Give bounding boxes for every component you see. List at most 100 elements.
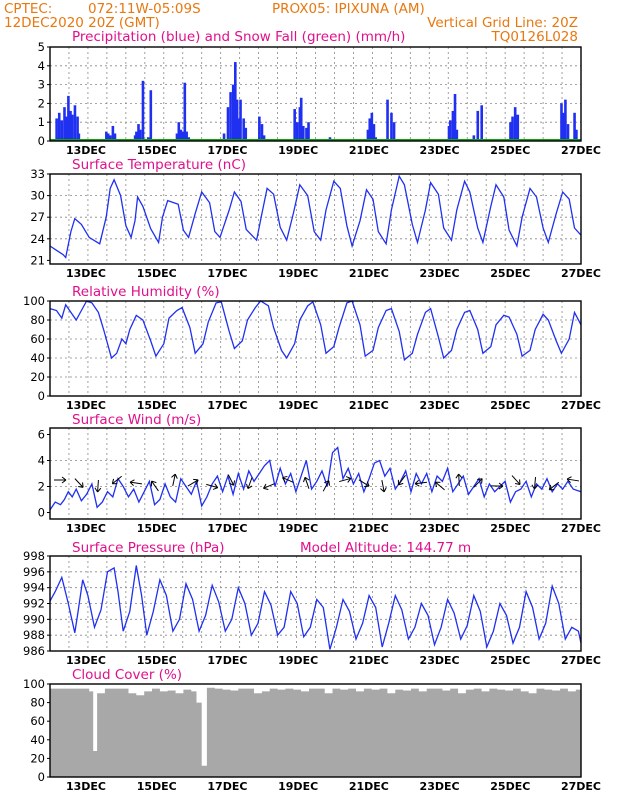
precip-bar <box>135 131 138 141</box>
humidity-ytick-label: 80 <box>30 313 45 327</box>
pressure-ytick-label: 998 <box>23 549 45 563</box>
pressure-xtick-label: 25DEC <box>490 654 530 667</box>
precip-bar <box>177 122 181 141</box>
temperature-xtick-label: 19DEC <box>278 267 318 280</box>
temperature-panel: 21 24 27 30 33 13DEC 15DEC 17DEC 19DEC 21DEC 23DEC… <box>30 167 601 280</box>
header-station: PROX05: IPIXUNA (AM) <box>272 1 425 17</box>
humidity-ytick-label: 0 <box>38 389 45 403</box>
precip-bar <box>105 131 108 141</box>
humidity-xtick-label: 27DEC <box>561 399 601 412</box>
precip-bar <box>307 122 310 141</box>
wind-xtick-label: 25DEC <box>490 522 530 535</box>
precip-bar <box>453 94 457 141</box>
wind-arrow-icon <box>566 476 580 483</box>
cloud-xtick-label: 19DEC <box>278 780 318 793</box>
precip-ytick-label: 1 <box>38 115 45 129</box>
wind-line <box>49 446 582 511</box>
humidity-panel-title: Relative Humidity (%) <box>72 284 220 300</box>
precip-bar <box>260 124 264 141</box>
wind-arrow-icon <box>339 476 352 483</box>
precip-frame <box>49 46 582 142</box>
wind-ytick-label: 4 <box>38 454 45 468</box>
precip-bar <box>235 99 239 141</box>
precip-xtick-label: 23DEC <box>420 144 460 157</box>
cloud-xtick-label: 23DEC <box>420 780 460 793</box>
cloud-xtick-label: 17DEC <box>207 780 247 793</box>
header-model-id: TQ0126L028 <box>490 29 578 45</box>
wind-arrow-icon <box>111 475 122 485</box>
wind-panel: 0 2 4 6 13DEC 15DEC 17DEC 19DEC 21DEC 23DEC 25DEC 2… <box>38 427 601 535</box>
wind-xtick-label: 27DEC <box>561 522 601 535</box>
wind-arrow-icon <box>303 476 310 489</box>
cloud-ytick-label: 0 <box>38 770 45 784</box>
wind-ytick-label: 0 <box>38 506 45 520</box>
temperature-xtick-label: 13DEC <box>66 267 106 280</box>
precip-bar <box>451 110 455 141</box>
precip-bar <box>231 84 235 141</box>
precip-bar <box>575 129 578 141</box>
humidity-xtick-label: 19DEC <box>278 399 318 412</box>
wind-arrow-icon <box>150 480 159 492</box>
wind-arrow-icon <box>282 475 294 483</box>
humidity-ytick-label: 60 <box>30 332 45 346</box>
pressure-line <box>49 565 582 650</box>
pressure-model-altitude: Model Altitude: 144.77 m <box>300 540 471 556</box>
precip-bar <box>258 116 261 141</box>
precip-bar <box>564 99 567 141</box>
precip-bar <box>239 99 242 141</box>
precip-bar <box>149 90 153 141</box>
wind-xtick-label: 13DEC <box>66 522 106 535</box>
pressure-xtick-label: 15DEC <box>137 654 177 667</box>
precip-panel-title: Precipitation (blue) and Snow Fall (gree… <box>72 29 405 45</box>
precip-bar <box>302 125 305 141</box>
precip-bar <box>55 118 58 141</box>
wind-arrow-icon <box>187 478 199 487</box>
wind-arrow-icon <box>490 482 504 490</box>
header: CPTEC: 072:11W-05:09S PROX05: IPIXUNA (A… <box>4 1 578 45</box>
wind-arrow-icon <box>511 475 521 485</box>
precip-bar <box>449 120 452 141</box>
precip-bar <box>562 112 565 141</box>
wind-arrow-icon <box>74 478 84 488</box>
wind-arrow-icon <box>227 474 236 486</box>
cloud-cover-area <box>50 687 581 777</box>
pressure-xtick-label: 13DEC <box>66 654 106 667</box>
precip-bar <box>511 116 514 141</box>
precip-bar <box>242 118 245 141</box>
precip-bar <box>244 127 248 141</box>
precip-bar <box>141 80 145 141</box>
precip-bar <box>370 112 374 141</box>
wind-xtick-label: 19DEC <box>278 522 318 535</box>
wind-arrow-icon <box>322 480 331 492</box>
precip-xtick-label: 13DEC <box>66 144 106 157</box>
cloud-xtick-label: 25DEC <box>490 780 530 793</box>
precip-bar <box>233 62 237 141</box>
precip-xtick-label: 21DEC <box>349 144 389 157</box>
humidity-xtick-label: 23DEC <box>420 399 460 412</box>
precip-bar <box>516 114 520 141</box>
precip-xtick-label: 19DEC <box>278 144 318 157</box>
wind-arrow-icon <box>434 481 445 491</box>
temperature-xtick-label: 25DEC <box>490 267 530 280</box>
precip-bar <box>229 92 232 141</box>
precip-bar <box>509 122 512 141</box>
precip-bar <box>390 112 393 141</box>
cloud-xtick-label: 21DEC <box>349 780 389 793</box>
temperature-ytick-label: 21 <box>30 253 45 267</box>
precip-xtick-label: 27DEC <box>561 144 601 157</box>
precip-bar <box>472 135 476 141</box>
precip-bar <box>392 122 396 141</box>
cloud-panel-title: Cloud Cover (%) <box>72 667 182 683</box>
temperature-ytick-label: 33 <box>30 167 45 181</box>
wind-arrow-icon <box>531 476 539 490</box>
temperature-panel-title: Surface Temperature (nC) <box>72 157 246 173</box>
header-grid-note: Vertical Grid Line: 20Z <box>427 15 578 31</box>
precip-bar <box>69 110 72 141</box>
precip-bar <box>513 107 517 141</box>
temperature-xtick-label: 23DEC <box>420 267 460 280</box>
precip-ytick-label: 5 <box>38 40 45 54</box>
wind-xtick-label: 17DEC <box>207 522 247 535</box>
humidity-ytick-label: 20 <box>30 370 45 384</box>
precip-bar <box>60 120 64 141</box>
